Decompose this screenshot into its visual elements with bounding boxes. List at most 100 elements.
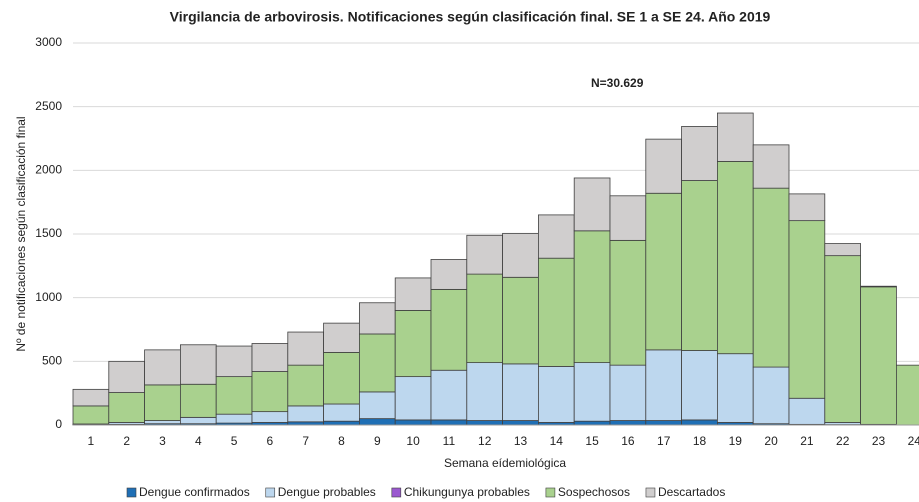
bar-segment	[108, 360, 146, 393]
bar-segment	[430, 419, 468, 426]
x-tick-label: 5	[231, 434, 238, 448]
bar-segment	[394, 419, 432, 426]
y-tick-label: 3000	[35, 35, 62, 49]
x-tick-label: 11	[443, 434, 456, 448]
legend-swatch	[126, 487, 137, 498]
bar-segment	[609, 239, 647, 366]
bar-segment	[144, 384, 181, 421]
bar-segment	[179, 416, 217, 425]
y-tick-label: 1500	[35, 226, 62, 240]
bar-segment	[824, 243, 861, 257]
bar-segment	[466, 273, 503, 364]
bar-segment	[358, 391, 396, 420]
bar-segment	[717, 112, 754, 162]
bar-segment	[323, 322, 360, 353]
bar-segment	[358, 418, 396, 426]
bar-segment	[645, 420, 682, 426]
legend-swatch	[645, 487, 656, 498]
x-tick-label: 15	[585, 434, 599, 448]
legend-label: Dengue probables	[278, 485, 376, 499]
bar-segment	[430, 369, 468, 421]
y-tick-label: 1000	[35, 290, 62, 304]
bar-segment	[287, 331, 324, 366]
x-tick-label: 20	[764, 434, 778, 448]
bar-segment	[681, 350, 718, 421]
bar-segment	[358, 302, 396, 335]
annotation: N=30.629	[591, 76, 644, 90]
bar-segment	[609, 195, 647, 241]
x-tick-label: 2	[123, 434, 130, 448]
legend-swatch	[265, 487, 276, 498]
y-tick-label: 500	[42, 354, 62, 368]
bar-segment	[466, 234, 503, 275]
legend-label: Sospechosos	[558, 485, 630, 499]
bar-segment	[538, 257, 575, 367]
bar-segment	[179, 383, 217, 418]
x-tick-label: 16	[621, 434, 635, 448]
bar-segment	[502, 232, 539, 278]
bar-segment	[752, 187, 790, 368]
x-tick-label: 17	[657, 434, 671, 448]
y-tick-label: 0	[55, 417, 62, 431]
bar-segment	[609, 364, 647, 421]
y-tick-label: 2500	[35, 99, 62, 113]
x-tick-label: 3	[159, 434, 166, 448]
y-axis-label: Nº de notificaciones según clasificación…	[14, 116, 28, 351]
bar-segment	[860, 286, 897, 425]
x-tick-label: 22	[836, 434, 850, 448]
bar-segment	[788, 220, 826, 399]
bar-segment	[466, 362, 503, 421]
x-tick-label: 4	[195, 434, 202, 448]
x-tick-label: 19	[729, 434, 743, 448]
bar-segment	[752, 366, 790, 425]
bar-segment	[896, 364, 919, 426]
x-tick-label: 21	[800, 434, 814, 448]
x-tick-label: 1	[88, 434, 95, 448]
bar-segment	[251, 411, 289, 423]
bar-segment	[394, 309, 432, 378]
bar-segment	[752, 144, 790, 189]
legend-label: Descartados	[658, 485, 725, 499]
bar-segment	[144, 349, 181, 386]
bar-segment	[108, 392, 146, 423]
bar-segment	[538, 214, 575, 259]
bar-segment	[502, 420, 539, 426]
bar-segment	[251, 371, 289, 413]
bar-segment	[179, 344, 217, 385]
bar-segment	[323, 420, 360, 426]
bar-segment	[323, 352, 360, 405]
bar-segment	[681, 419, 718, 426]
x-tick-label: 13	[514, 434, 528, 448]
bar-segment	[502, 363, 539, 421]
bar-segment	[215, 345, 253, 378]
bar-segment	[287, 405, 324, 423]
x-tick-label: 10	[406, 434, 420, 448]
legend-swatch	[391, 487, 402, 498]
bar-segment	[573, 362, 611, 422]
bar-segment	[323, 403, 360, 422]
x-tick-label: 7	[302, 434, 309, 448]
x-tick-label: 23	[872, 434, 886, 448]
bar-segment	[573, 230, 611, 364]
bar-segment	[788, 397, 826, 425]
bar-segment	[573, 420, 611, 426]
bar-segment	[144, 420, 181, 425]
bar-segment	[72, 405, 110, 425]
bar-segment	[251, 343, 289, 372]
legend-label: Dengue confirmados	[139, 485, 250, 499]
bar-segment	[430, 259, 468, 290]
bar-segment	[824, 255, 861, 423]
bar-segment	[788, 193, 826, 222]
bar-segment	[717, 161, 754, 355]
bar-segment	[287, 364, 324, 407]
bar-segment	[860, 285, 897, 288]
x-tick-label: 9	[374, 434, 381, 448]
bar-segment	[573, 177, 611, 232]
bar-segment	[645, 349, 682, 421]
x-tick-label: 14	[550, 434, 564, 448]
bar-segment	[430, 288, 468, 371]
bar-segment	[717, 353, 754, 423]
chart-title: Virgilancia de arbovirosis. Notificacion…	[170, 9, 771, 25]
bar-segment	[215, 413, 253, 424]
